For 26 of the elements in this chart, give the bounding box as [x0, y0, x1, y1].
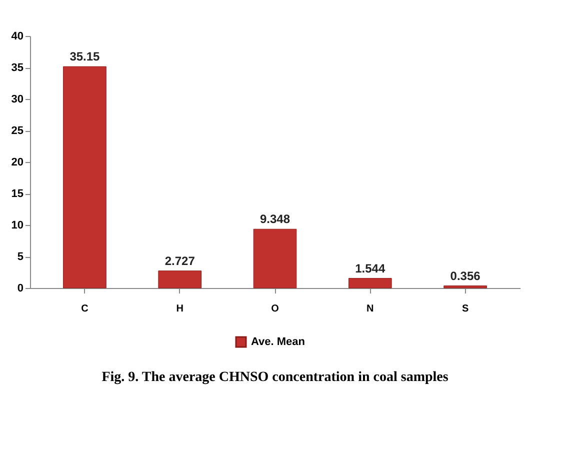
- data-label: 0.356: [450, 268, 481, 283]
- bar: [253, 228, 297, 288]
- y-tick-label: 10: [11, 220, 24, 232]
- y-tick-label: 25: [11, 125, 24, 137]
- data-label: 1.544: [355, 261, 386, 276]
- y-tick-label: 20: [11, 156, 24, 168]
- x-tick-label: S: [462, 304, 469, 314]
- caption: Fig. 9. The average CHNSO concentration in coal samples: [102, 370, 449, 385]
- y-tick-label: 40: [11, 30, 24, 42]
- data-label: 35.15: [70, 50, 100, 64]
- data-label: 9.348: [260, 212, 290, 226]
- y-tick-label: 0: [17, 282, 24, 294]
- x-tick-label: O: [271, 304, 280, 314]
- bar: [158, 270, 202, 288]
- bar: [444, 286, 487, 288]
- bar: [63, 66, 106, 288]
- y-tick-label: 35: [11, 62, 24, 74]
- x-tick-label: N: [366, 304, 374, 314]
- legend-label: Ave. Mean: [251, 336, 306, 348]
- bar: [348, 278, 392, 288]
- x-tick-label: C: [81, 304, 88, 314]
- x-tick-label: H: [176, 304, 184, 314]
- y-tick-label: 5: [17, 251, 24, 263]
- data-label: 2.727: [164, 254, 196, 268]
- y-tick-label: 30: [11, 94, 24, 106]
- y-tick-label: 15: [11, 188, 24, 200]
